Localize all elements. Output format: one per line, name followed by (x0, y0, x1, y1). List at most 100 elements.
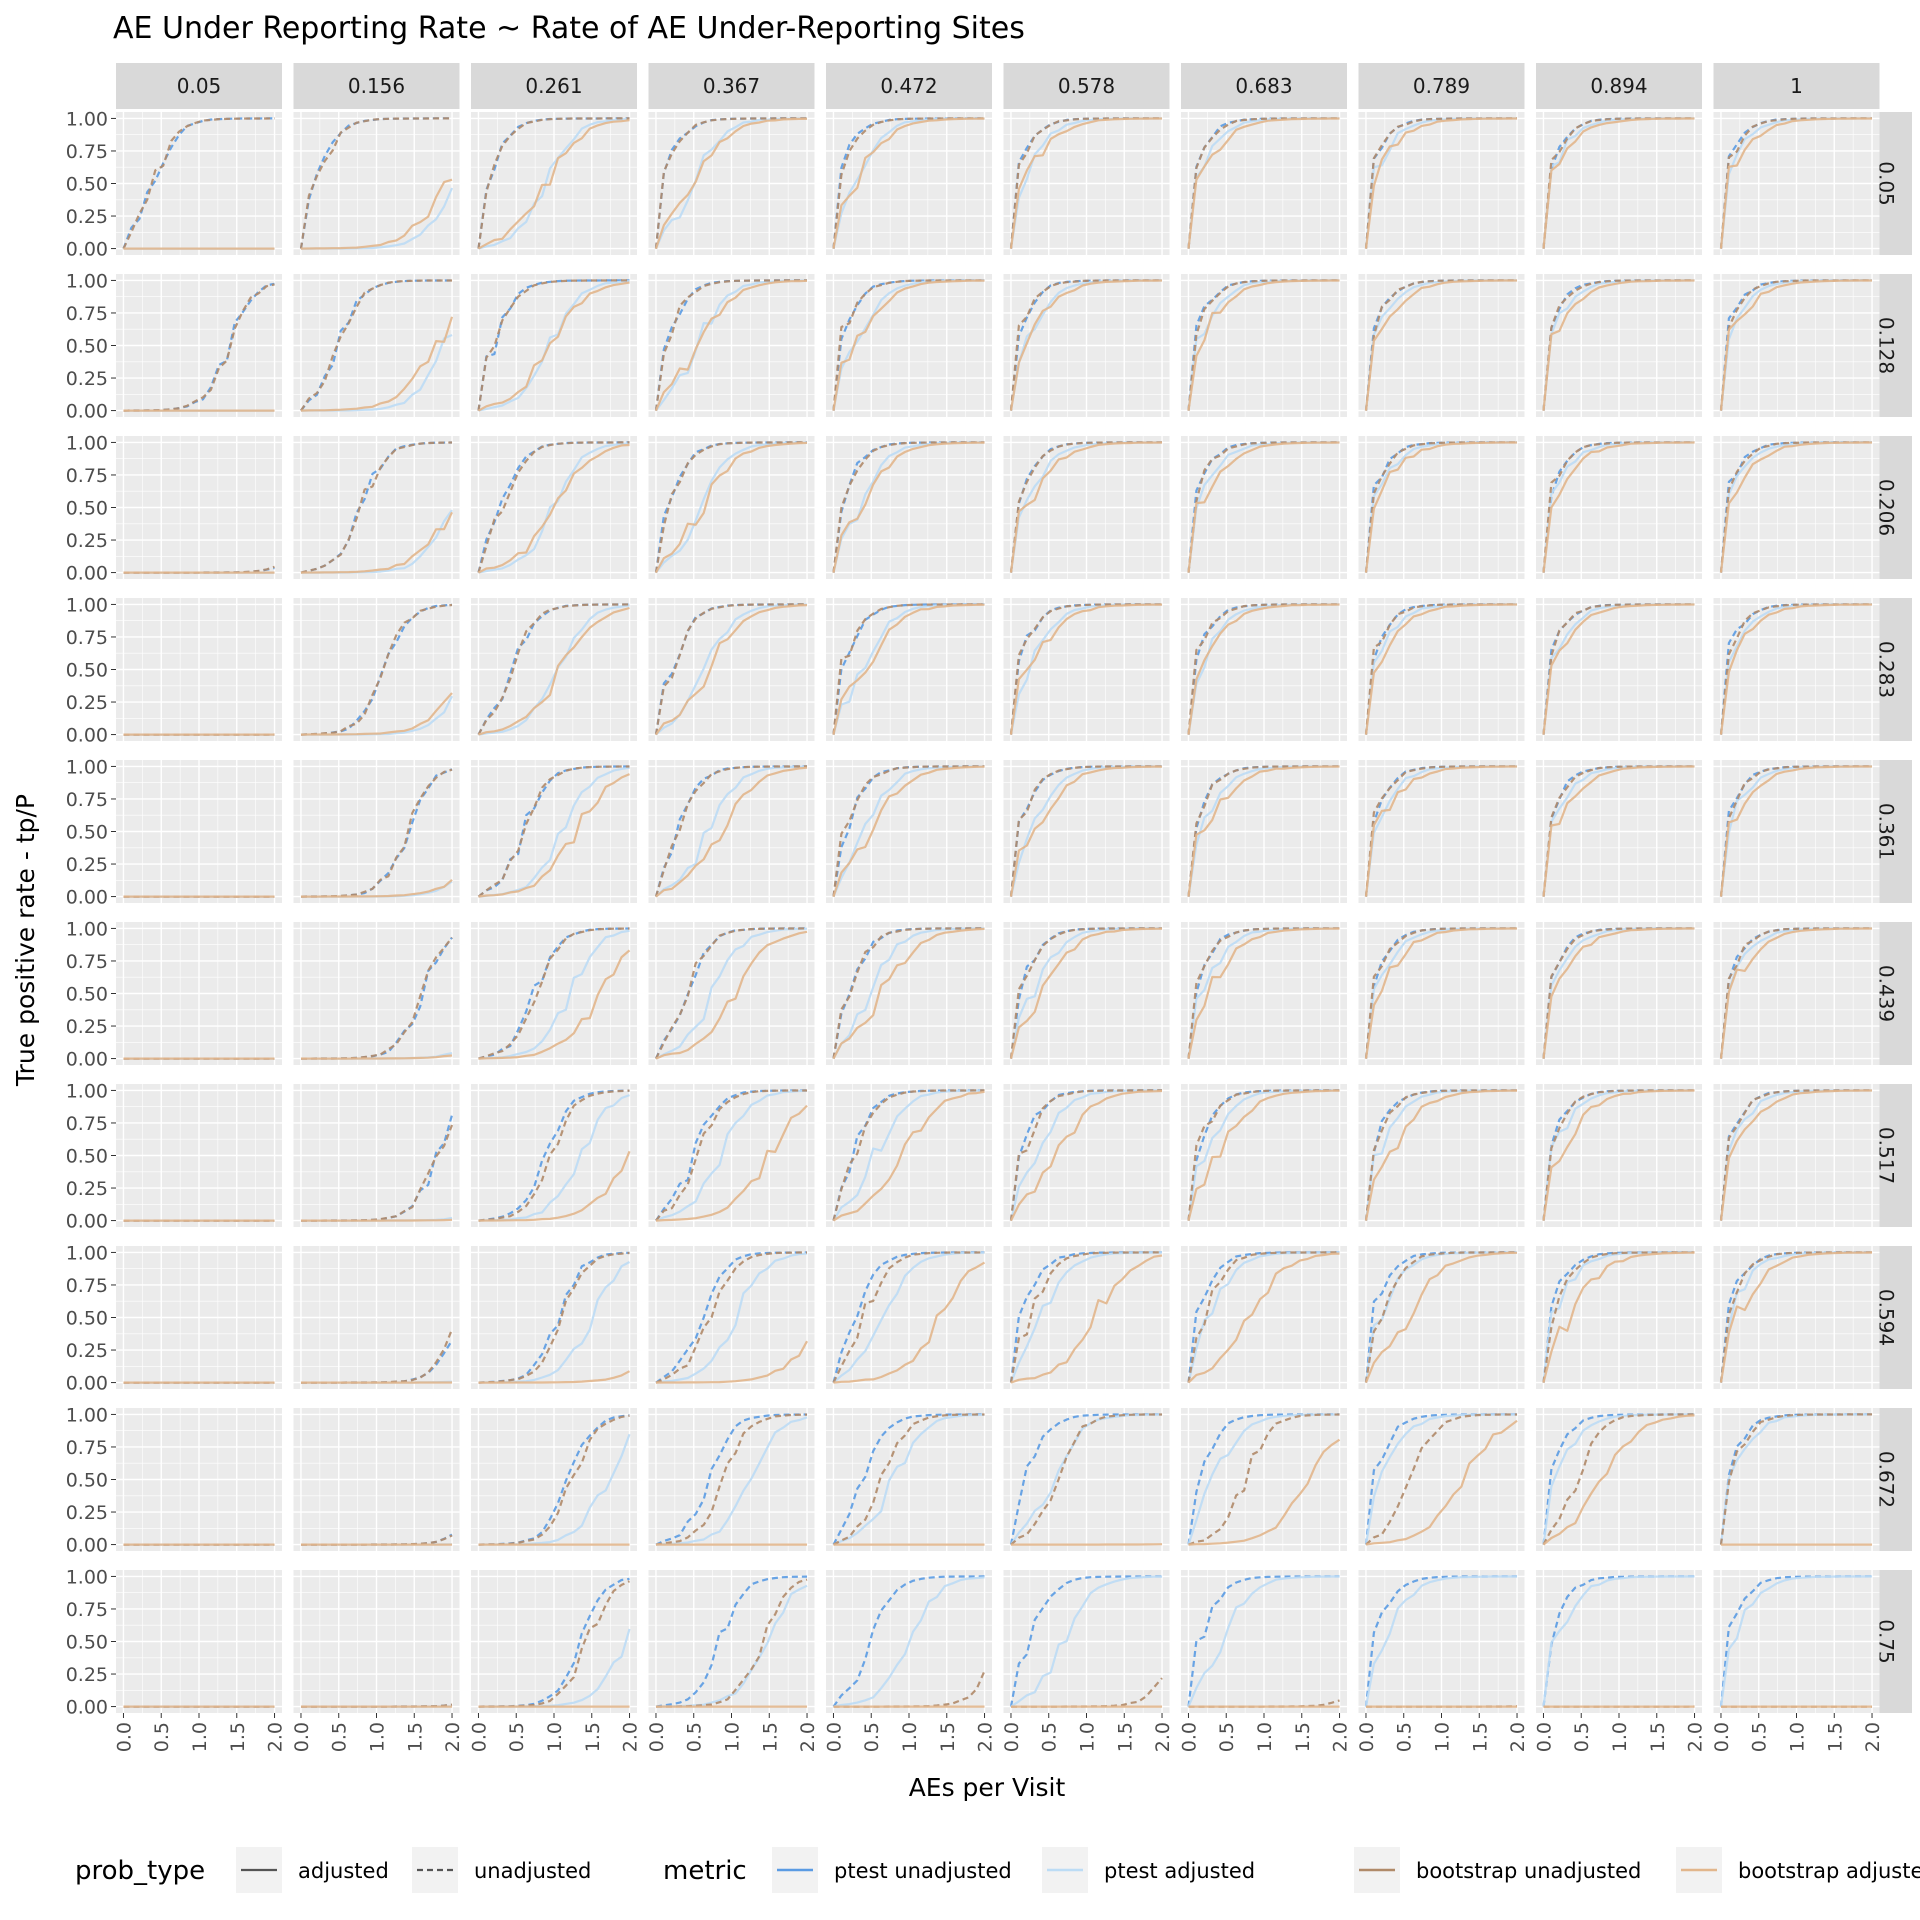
facet-panel (648, 598, 815, 741)
facet-panel (826, 1246, 992, 1389)
column-facet-strips: 0.05 0.156 0.261 0.367 0.472 0.578 0.683 0.789 0… (116, 63, 1880, 109)
y-tick-label: 0.50 (66, 660, 108, 682)
facet-panel (1713, 922, 1880, 1065)
column-strip-label: 0.261 (525, 74, 582, 98)
facet-panel (1713, 1408, 1880, 1551)
facet-panel (116, 1084, 282, 1227)
series-line-bootstrap-unadjusted (654, 117, 807, 249)
series-line-bootstrap-unadjusted (300, 279, 452, 412)
legend-label: bootstrap adjusted (1738, 1859, 1920, 1883)
y-tick-label: 0.00 (66, 1211, 108, 1233)
facet-panel (1181, 112, 1347, 255)
y-tick-label: 0.75 (66, 1599, 108, 1621)
facet-panel (1003, 760, 1170, 903)
y-tick-label: 0.50 (66, 498, 108, 520)
series-line-bootstrap-adjusted (478, 1150, 631, 1222)
series-line-bootstrap-unadjusted (832, 927, 985, 1059)
facet-panel (1536, 274, 1702, 417)
column-strip-label: 0.367 (703, 74, 760, 98)
x-tick-label: 1.5 (1647, 1722, 1669, 1752)
facet-panel (471, 922, 637, 1065)
series-line-bootstrap-adjusted (1542, 1251, 1695, 1383)
series-line-bootstrap-adjusted (1188, 1438, 1341, 1546)
column-strip (1536, 63, 1702, 109)
facet-panel (471, 274, 637, 417)
series-line-bootstrap-adjusted (1009, 765, 1162, 897)
facet-panel (826, 922, 992, 1065)
y-tick-label: 0.50 (66, 336, 108, 358)
facet-panel (293, 760, 460, 903)
y-tick-label: 0.25 (66, 206, 108, 228)
series-line-ptest-adjusted (1719, 1575, 1873, 1707)
facet-panel (1536, 1246, 1702, 1389)
series-line-bootstrap-unadjusted (299, 117, 452, 249)
series-line-ptest-adjusted (1187, 1575, 1340, 1708)
y-tick-label: 1.00 (66, 918, 108, 940)
y-tick-label: 0.00 (66, 887, 108, 909)
facet-panel (1358, 1570, 1525, 1713)
facet-panel (1003, 922, 1170, 1065)
facet-panel (116, 436, 282, 579)
series-line-bootstrap-adjusted (1364, 1251, 1518, 1384)
y-tick-label: 1.00 (66, 1404, 108, 1426)
facet-panel (648, 436, 815, 579)
x-tick-label: 1.0 (544, 1722, 566, 1752)
series-line-bootstrap-unadjusted (477, 441, 630, 573)
series-line-bootstrap-unadjusted (654, 765, 807, 897)
x-tick-label: 0.0 (1533, 1722, 1555, 1752)
x-tick-label: 2.0 (442, 1722, 464, 1752)
x-tick-label: 0.5 (1394, 1722, 1416, 1752)
facet-panel (293, 436, 460, 579)
facet-panels (116, 112, 1880, 1713)
facet-panel (648, 760, 815, 903)
x-tick-label: 0.5 (1216, 1722, 1238, 1752)
facet-panel (1181, 1084, 1347, 1227)
series-line-bootstrap-adjusted (1009, 117, 1162, 249)
facet-panel (1358, 1084, 1525, 1227)
series-line-ptest-adjusted (1009, 1089, 1162, 1221)
series-line-ptest-adjusted (833, 1576, 985, 1708)
series-line-bootstrap-unadjusted (477, 603, 630, 736)
facet-panel (1358, 112, 1525, 255)
series-line-bootstrap-adjusted (655, 766, 808, 898)
series-line-bootstrap-adjusted (300, 178, 453, 250)
y-tick-label: 0.75 (66, 303, 108, 325)
column-strip (1181, 63, 1347, 109)
facet-panel (1536, 760, 1702, 903)
facet-panel (293, 1084, 460, 1227)
x-tick-label: 0.5 (151, 1722, 173, 1752)
column-strip (293, 63, 460, 109)
column-strip-label: 0.894 (1590, 74, 1647, 98)
facet-panel (293, 1570, 460, 1713)
facet-panel (1713, 112, 1880, 255)
facet-panel (1181, 1570, 1347, 1713)
facet-panel (471, 1084, 637, 1227)
column-strip (1713, 63, 1880, 109)
y-tick-label: 1.00 (66, 1080, 108, 1102)
facet-panel (116, 1246, 282, 1389)
series-line-bootstrap-adjusted (832, 117, 985, 249)
series-line-bootstrap-adjusted (1364, 603, 1517, 735)
x-tick-label: 1.5 (937, 1722, 959, 1752)
series-line-ptest-unadjusted (655, 1089, 808, 1222)
y-tick-label: 0.50 (66, 1470, 108, 1492)
facet-panel (471, 760, 637, 903)
facet-panel (826, 598, 992, 741)
facet-panel (1003, 436, 1170, 579)
facet-panel (116, 1570, 282, 1713)
facet-panel (1003, 1084, 1170, 1227)
x-tick-label: 0.0 (1711, 1722, 1733, 1752)
series-line-bootstrap-adjusted (478, 949, 631, 1060)
facet-panel (1003, 1246, 1170, 1389)
x-tick-label: 1.5 (759, 1722, 781, 1752)
y-tick-label: 1.00 (66, 1242, 108, 1264)
x-tick-label: 2.0 (1152, 1722, 1174, 1752)
series-line-bootstrap-unadjusted (1365, 1413, 1517, 1546)
x-tick-label: 1.0 (1077, 1722, 1099, 1752)
x-tick-label: 2.0 (265, 1722, 287, 1752)
column-strip (1003, 63, 1170, 109)
series-line-ptest-adjusted (478, 117, 630, 250)
y-tick-label: 0.25 (66, 530, 108, 552)
series-line-ptest-unadjusted (654, 279, 807, 411)
y-tick-label: 0.50 (66, 1632, 108, 1654)
